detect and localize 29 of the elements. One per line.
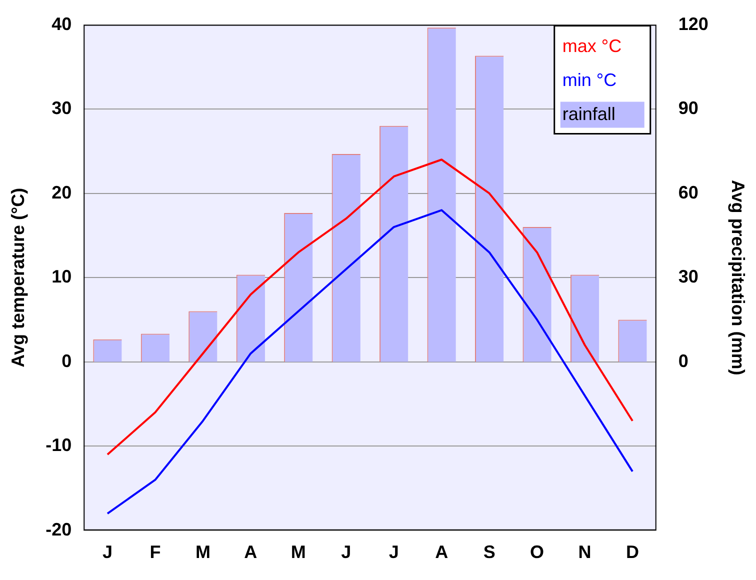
y-tick-label: 20: [52, 182, 72, 202]
x-tick-label: M: [195, 542, 210, 562]
x-tick-label: S: [483, 542, 496, 562]
x-tick-label: F: [150, 542, 161, 562]
y-tick-label: 0: [62, 350, 72, 371]
y-tick-label: -20: [46, 519, 72, 540]
x-tick-label: A: [244, 542, 258, 562]
y-tick-label: 40: [52, 14, 72, 34]
text: max °C: [562, 36, 622, 56]
x-tick-label: J: [388, 542, 399, 562]
y2-tick-label: 0: [678, 350, 688, 371]
y2-tick-label: 30: [678, 266, 698, 287]
y-axis-title: Avg temperature (°C): [8, 188, 28, 368]
text: min °C: [562, 70, 617, 90]
x-tick-label: J: [341, 542, 352, 562]
y-tick-label: -10: [46, 435, 72, 456]
x-tick-label: M: [290, 542, 306, 562]
text: rainfall: [562, 104, 616, 124]
y2-tick-label: 90: [678, 98, 698, 118]
y-tick-label: 10: [52, 266, 72, 287]
x-tick-label: O: [530, 542, 544, 562]
x-tick-label: J: [102, 542, 112, 562]
y-tick-label: 30: [52, 98, 72, 118]
x-tick-label: N: [578, 542, 592, 562]
y2-axis-title: Avg precipitation (mm): [728, 180, 748, 376]
y2-tick-label: 120: [678, 14, 708, 34]
y2-tick-label: 60: [678, 182, 698, 202]
x-tick-label: A: [435, 542, 448, 562]
x-tick-label: D: [626, 542, 640, 562]
